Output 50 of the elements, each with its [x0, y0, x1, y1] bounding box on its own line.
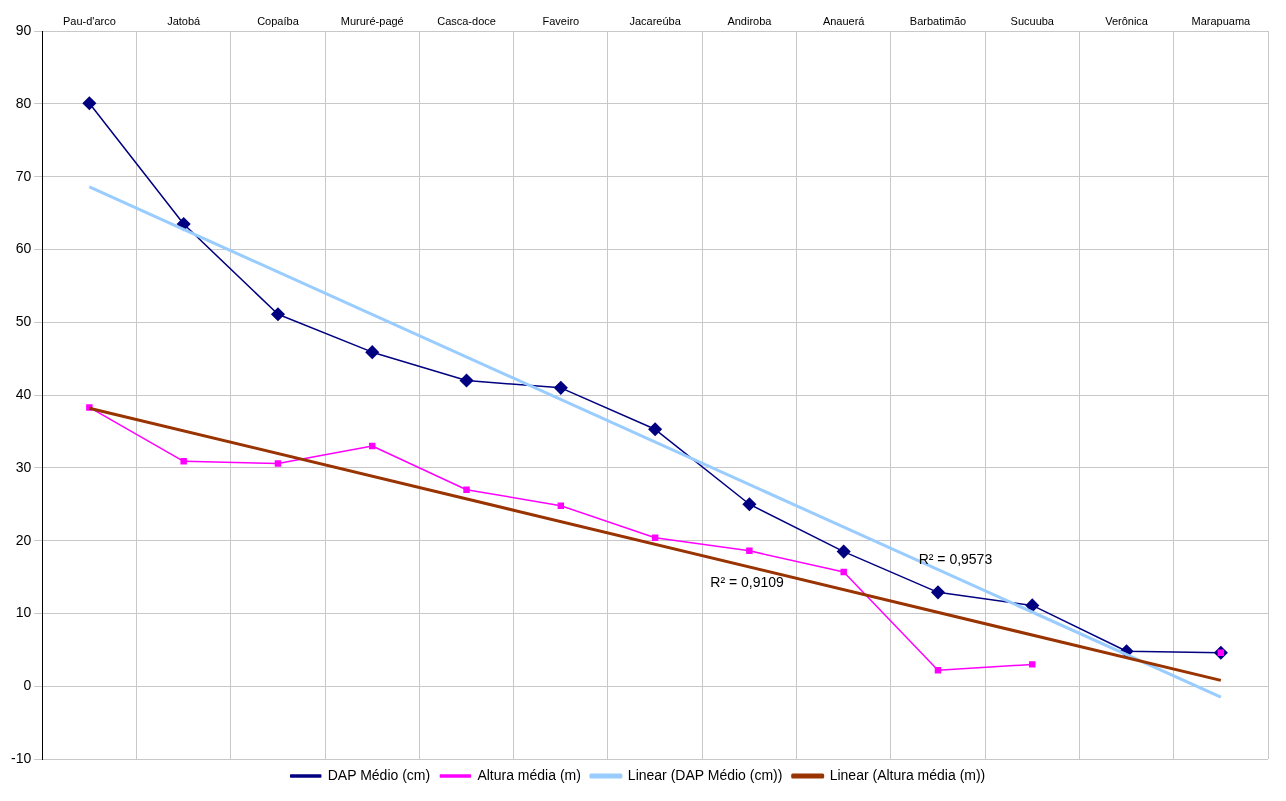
y-tick-label: 90 [15, 22, 32, 39]
x-tick-label: Casca-doce [437, 14, 496, 27]
x-tick-label: Faveiro [542, 14, 580, 27]
y-tick-label: 60 [15, 240, 32, 257]
x-tick-label: Andiroba [727, 14, 773, 27]
point [271, 307, 285, 322]
point [840, 568, 847, 576]
point [931, 585, 945, 600]
x-tick-label: Marapuama [1191, 14, 1252, 27]
y-tick-label: 0 [23, 677, 32, 694]
legend-label: Linear (Altura média (m)) [829, 766, 986, 783]
annotation: R² = 0,9573 [918, 551, 993, 568]
x-tick-label: Pau-d'arco [62, 14, 116, 27]
legend-label: Linear (DAP Médio (cm)) [627, 766, 783, 783]
x-tick-label: Anauerá [822, 14, 866, 27]
y-tick-label: 80 [15, 94, 32, 111]
y-tick-label: 70 [15, 167, 32, 184]
legend-label: DAP Médio (cm) [327, 766, 431, 783]
point [82, 96, 97, 110]
annotation: R² = 0,9109 [710, 573, 785, 590]
point [836, 544, 851, 559]
point [557, 502, 565, 509]
point [180, 458, 187, 465]
point [369, 442, 376, 450]
y-tick-label: 40 [15, 385, 32, 402]
x-tick-label: Barbatimão [909, 14, 967, 27]
x-tick-label: Jatobá [167, 14, 202, 27]
x-tick-label: Jacareúba [629, 14, 682, 27]
point [746, 547, 753, 555]
y-tick-label: 30 [15, 458, 32, 475]
point [742, 497, 757, 512]
x-tick-label: Verônica [1105, 14, 1149, 27]
point [934, 666, 942, 674]
y-tick-label: 20 [15, 531, 32, 548]
point [1029, 661, 1036, 668]
legend-label: Altura média (m) [477, 766, 581, 783]
point [274, 460, 282, 467]
point [648, 422, 662, 437]
point [459, 373, 474, 388]
y-tick-label: 50 [15, 313, 32, 330]
point [1025, 598, 1040, 613]
y-tick-label: 10 [15, 604, 32, 621]
point [554, 381, 568, 395]
point [463, 486, 470, 493]
x-tick-label: Copaíba [257, 14, 300, 27]
x-tick-label: Mururé-pagé [340, 14, 404, 27]
x-tick-label: Sucuuba [1010, 14, 1055, 27]
point [651, 534, 659, 541]
y-tick-label: -10 [11, 749, 32, 766]
point [365, 345, 379, 359]
